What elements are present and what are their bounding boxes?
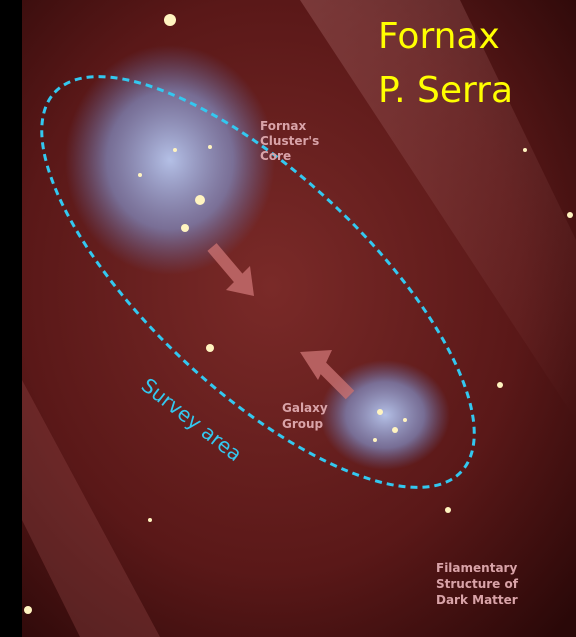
label-line: Cluster's bbox=[260, 134, 319, 148]
stars bbox=[24, 14, 573, 614]
survey-ellipse bbox=[40, 75, 476, 489]
label-line: Core bbox=[260, 149, 291, 163]
filament bbox=[22, 380, 160, 637]
arrows bbox=[207, 243, 355, 400]
label-line: Fornax bbox=[260, 119, 307, 133]
title-line: Fornax bbox=[378, 16, 500, 57]
galaxy-group-cloud bbox=[320, 360, 450, 470]
label-line: Structure of bbox=[436, 577, 519, 591]
cluster-core-cloud bbox=[65, 45, 275, 275]
label-line: Dark Matter bbox=[436, 593, 518, 607]
label-line: Group bbox=[282, 417, 324, 431]
label-line: Galaxy bbox=[282, 401, 328, 415]
title-line: P. Serra bbox=[378, 70, 513, 111]
label-line: Filamentary bbox=[436, 561, 517, 575]
filament bbox=[300, 0, 576, 420]
